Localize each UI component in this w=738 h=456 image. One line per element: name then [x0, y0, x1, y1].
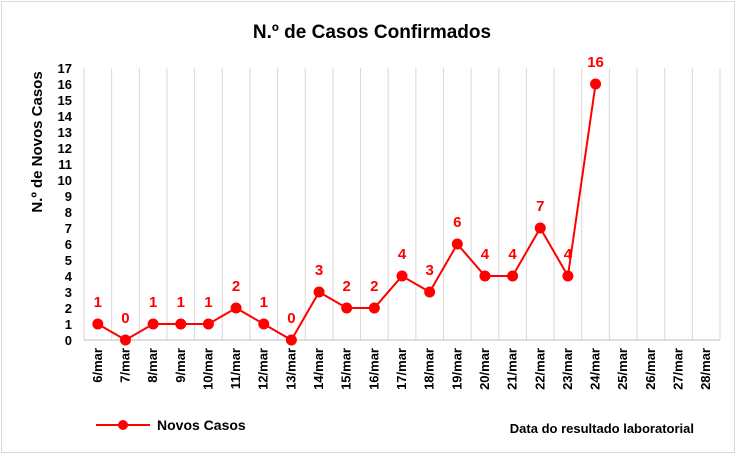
y-tick-label: 3 — [65, 285, 72, 300]
y-tick-label: 12 — [58, 141, 72, 156]
y-tick-label: 4 — [65, 269, 73, 284]
data-point — [341, 302, 353, 314]
data-point — [313, 286, 325, 298]
x-tick-label: 15/mar — [339, 348, 354, 390]
data-label: 2 — [343, 278, 351, 295]
data-label: 1 — [204, 294, 212, 311]
legend-label: Novos Casos — [157, 417, 246, 433]
y-tick-label: 14 — [58, 109, 73, 124]
data-label: 1 — [94, 294, 102, 311]
data-point — [562, 270, 574, 282]
legend: Novos Casos — [96, 417, 246, 433]
data-point — [479, 270, 491, 282]
y-tick-label: 17 — [58, 61, 72, 76]
x-tick-label: 25/mar — [615, 348, 630, 390]
x-tick-label: 18/mar — [422, 348, 437, 390]
data-labels: 1 0 1 1 1 2 1 0 3 2 2 4 3 6 4 4 7 4 16 — [94, 54, 604, 327]
data-point — [368, 302, 380, 314]
y-axis-label: N.º de Novos Casos — [29, 71, 46, 212]
data-point — [258, 318, 270, 330]
data-label: 2 — [232, 278, 240, 295]
x-tick-label: 13/mar — [283, 348, 298, 390]
data-point — [285, 334, 297, 346]
x-tick-label: 14/mar — [311, 348, 326, 390]
data-label: 1 — [177, 294, 185, 311]
x-tick-label: 8/mar — [145, 348, 160, 383]
data-label: 0 — [121, 310, 129, 327]
series-points — [92, 78, 602, 346]
data-label: 3 — [315, 262, 323, 279]
x-tick-label: 23/mar — [560, 348, 575, 390]
data-label: 1 — [260, 294, 268, 311]
y-tick-label: 15 — [58, 93, 72, 108]
x-tick-label: 24/mar — [588, 348, 603, 390]
data-point — [147, 318, 159, 330]
data-label: 6 — [453, 214, 461, 231]
data-point — [396, 270, 408, 282]
y-tick-label: 11 — [58, 157, 72, 172]
x-tick-label: 28/mar — [698, 348, 713, 390]
data-label: 4 — [508, 246, 517, 263]
y-tick-label: 0 — [65, 333, 72, 348]
data-point — [451, 238, 463, 250]
data-label: 0 — [287, 310, 295, 327]
x-tick-label: 12/mar — [256, 348, 271, 390]
x-tick-label: 16/mar — [366, 348, 381, 390]
x-tick-label: 6/mar — [90, 348, 105, 383]
data-point — [92, 318, 104, 330]
data-label: 16 — [587, 54, 604, 71]
x-axis-label: Data do resultado laboratorial — [510, 421, 694, 436]
data-point — [119, 334, 131, 346]
data-label: 1 — [149, 294, 157, 311]
x-tick-label: 20/mar — [477, 348, 492, 390]
x-tick-label: 17/mar — [394, 348, 409, 390]
y-tick-label: 9 — [65, 189, 72, 204]
x-tick-label: 21/mar — [505, 348, 520, 390]
x-tick-label: 19/mar — [449, 348, 464, 390]
data-point — [534, 222, 546, 234]
y-tick-label: 16 — [58, 77, 72, 92]
grid-lines — [83, 68, 721, 341]
data-label: 7 — [536, 198, 544, 215]
series-line-novos-casos — [97, 83, 597, 342]
data-point — [230, 302, 242, 314]
x-tick-label: 11/mar — [228, 348, 243, 389]
x-tick-label: 27/mar — [671, 348, 686, 390]
chart-title: N.º de Casos Confirmados — [253, 22, 491, 43]
y-tick-label: 1 — [65, 317, 72, 332]
y-tick-label: 6 — [65, 237, 72, 252]
x-tick-label: 10/mar — [200, 348, 215, 390]
data-label: 3 — [425, 262, 433, 279]
legend-marker — [118, 420, 128, 430]
series-line — [97, 83, 597, 342]
x-tick-labels: 6/mar 7/mar 8/mar 9/mar 10/mar 11/mar 12/mar 13… — [90, 348, 713, 390]
data-label: 4 — [481, 246, 490, 263]
data-point — [507, 270, 519, 282]
y-tick-label: 8 — [65, 205, 72, 220]
x-tick-label: 9/mar — [173, 348, 188, 383]
y-tick-label: 2 — [65, 301, 72, 316]
data-point — [424, 286, 436, 298]
x-tick-label: 7/mar — [117, 348, 132, 383]
data-label: 4 — [564, 246, 573, 263]
y-tick-label: 10 — [58, 173, 72, 188]
data-label: 4 — [398, 246, 407, 263]
y-tick-label: 5 — [65, 253, 72, 268]
y-tick-label: 7 — [65, 221, 72, 236]
data-point — [202, 318, 214, 330]
data-point — [175, 318, 187, 330]
data-point — [590, 78, 602, 90]
y-tick-label: 13 — [58, 125, 72, 140]
x-tick-label: 26/mar — [643, 348, 658, 390]
data-label: 2 — [370, 278, 378, 295]
x-tick-label: 22/mar — [532, 348, 547, 390]
